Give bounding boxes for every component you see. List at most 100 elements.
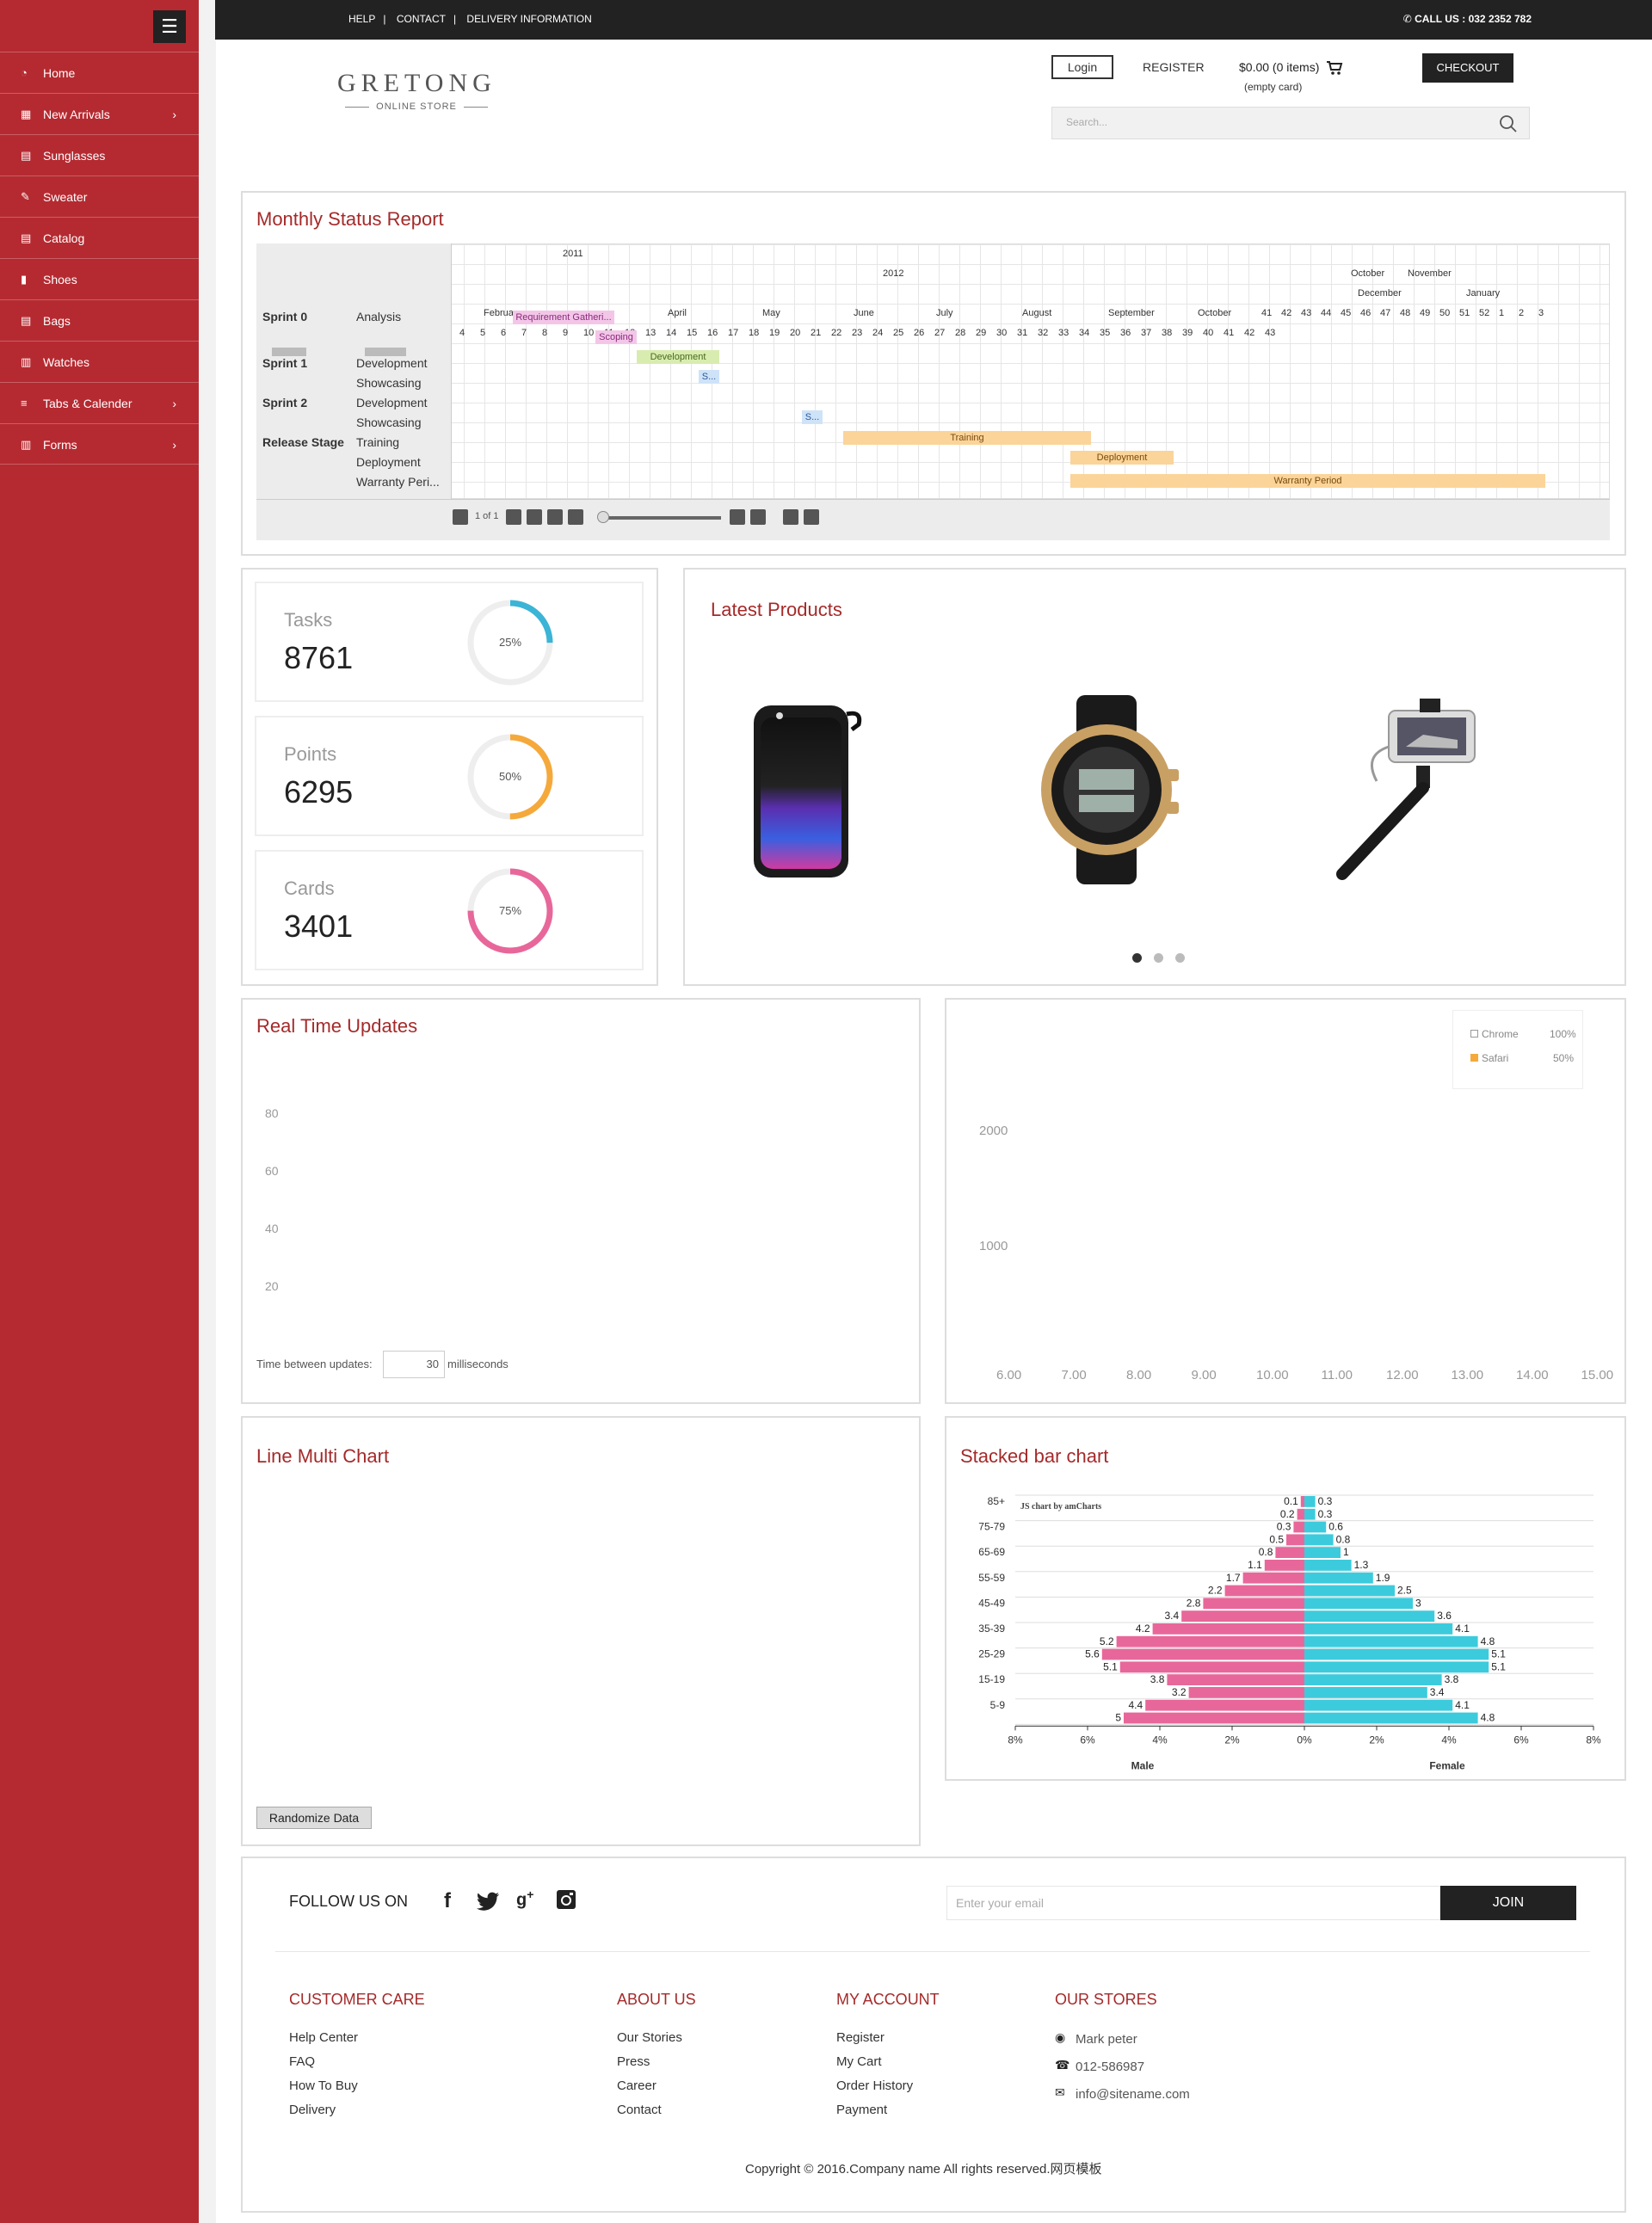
- category-label: 15-19: [978, 1673, 1005, 1685]
- gantt-bar-deployment[interactable]: Deployment: [1070, 451, 1174, 465]
- gantt-bar-development[interactable]: Development: [637, 350, 719, 364]
- gantt-bar-s2[interactable]: S...: [802, 410, 823, 424]
- sidebar-item-bags[interactable]: ▤ Bags: [0, 299, 199, 341]
- twitter-icon[interactable]: [477, 1891, 501, 1912]
- y-tick: 2000: [979, 1124, 1008, 1138]
- gantt-control-button[interactable]: [750, 509, 766, 525]
- newsletter-email-input[interactable]: Enter your email: [946, 1886, 1440, 1920]
- instagram-icon[interactable]: [556, 1889, 576, 1910]
- sidebar-item-watches[interactable]: ▥ Watches: [0, 341, 199, 382]
- sidebar-item-label: Sweater: [43, 190, 88, 204]
- footer-link[interactable]: Career: [617, 2078, 656, 2093]
- sidebar-item-forms[interactable]: ▥ Forms ›: [0, 423, 199, 465]
- footer-link[interactable]: Contact: [617, 2103, 662, 2117]
- gantt-control-button[interactable]: [453, 509, 468, 525]
- gantt-zoom-slider[interactable]: [601, 516, 721, 520]
- update-interval-input[interactable]: 30: [383, 1351, 445, 1378]
- data-label: 0.2: [1280, 1508, 1295, 1520]
- footer-link[interactable]: Press: [617, 2054, 650, 2069]
- help-link[interactable]: HELP: [348, 13, 376, 25]
- gantt-bar-training[interactable]: Training: [843, 431, 1091, 445]
- store-info[interactable]: info@sitename.com: [1076, 2087, 1190, 2102]
- footer-link[interactable]: Order History: [836, 2078, 914, 2093]
- sidebar-item-sunglasses[interactable]: ▤ Sunglasses: [0, 134, 199, 176]
- gantt-control-button[interactable]: [568, 509, 583, 525]
- menu-toggle-icon[interactable]: ☰: [153, 10, 186, 43]
- gantt-control-button[interactable]: [506, 509, 521, 525]
- gantt-task-label[interactable]: Warranty Peri...: [356, 475, 440, 489]
- sidebar-item-sweater[interactable]: ✎ Sweater: [0, 176, 199, 217]
- gantt-task-label[interactable]: Analysis: [356, 310, 402, 323]
- x-tick: 14.00: [1516, 1368, 1549, 1382]
- sidebar-item-new-arrivals[interactable]: ▦ New Arrivals ›: [0, 93, 199, 134]
- contact-link[interactable]: CONTACT: [396, 13, 446, 25]
- google-plus-icon[interactable]: g+: [516, 1887, 534, 1910]
- sidebar-item-catalog[interactable]: ▤ Catalog: [0, 217, 199, 258]
- gantt-control-button[interactable]: [730, 509, 745, 525]
- checkout-button[interactable]: CHECKOUT: [1422, 53, 1513, 83]
- gantt-task-label[interactable]: Showcasing: [356, 416, 422, 429]
- footer-link[interactable]: Delivery: [289, 2103, 336, 2117]
- sidebar-item-label: Tabs & Calender: [43, 397, 133, 410]
- speaker-image[interactable]: [740, 695, 878, 884]
- footer-link[interactable]: Register: [836, 2030, 885, 2045]
- gantt-task-label[interactable]: Development: [356, 356, 428, 370]
- data-label: 4.2: [1136, 1623, 1150, 1635]
- search-box[interactable]: Search...: [1051, 107, 1530, 139]
- gantt-week: 41: [1261, 308, 1273, 318]
- gantt-control-button[interactable]: [804, 509, 819, 525]
- footer-link[interactable]: Our Stories: [617, 2030, 682, 2045]
- carousel-dots[interactable]: [1132, 951, 1197, 967]
- carousel-dot-2[interactable]: [1154, 953, 1163, 963]
- gantt-scrollbar[interactable]: [272, 348, 306, 356]
- watch-image[interactable]: [1029, 695, 1184, 884]
- gantt-scrollbar[interactable]: [365, 348, 406, 356]
- gantt-zoom-handle[interactable]: [597, 511, 609, 523]
- gantt-bar-warranty[interactable]: Warranty Period: [1070, 474, 1545, 488]
- gantt-control-button[interactable]: [547, 509, 563, 525]
- footer-link[interactable]: How To Buy: [289, 2078, 358, 2093]
- gantt-bar-s1[interactable]: S...: [699, 370, 719, 384]
- carousel-dot-1[interactable]: [1132, 953, 1142, 963]
- gantt-task-label[interactable]: Deployment: [356, 455, 421, 469]
- data-label: 5.2: [1100, 1635, 1114, 1647]
- randomize-data-button[interactable]: Randomize Data: [256, 1807, 372, 1829]
- sidebar-item-tabs-calender[interactable]: ≡ Tabs & Calender ›: [0, 382, 199, 423]
- login-button[interactable]: Login: [1051, 55, 1113, 79]
- gantt-task-label[interactable]: Training: [356, 435, 400, 449]
- gantt-task-label[interactable]: Development: [356, 396, 428, 410]
- gantt-week: 49: [1420, 308, 1431, 318]
- gantt-bar-scoping[interactable]: Scoping: [595, 330, 637, 344]
- join-button[interactable]: JOIN: [1440, 1886, 1576, 1920]
- facebook-icon[interactable]: f: [444, 1889, 451, 1912]
- sidebar-item-label: Catalog: [43, 231, 85, 245]
- gantt-group-label: Sprint 1: [262, 356, 308, 370]
- footer-link[interactable]: My Cart: [836, 2054, 882, 2069]
- sidebar-item-label: Bags: [43, 314, 71, 328]
- cart-summary[interactable]: $0.00 (0 items) (empty card): [1239, 60, 1343, 93]
- xy-legend: Chrome 100% Safari 50%: [1452, 1010, 1583, 1089]
- stat-card-tasks: Tasks 8761 25%: [255, 582, 644, 702]
- sidebar-item-home[interactable]: ◔ Home: [0, 52, 199, 93]
- carousel-dot-3[interactable]: [1175, 953, 1185, 963]
- footer-link[interactable]: FAQ: [289, 2054, 316, 2069]
- footer-link[interactable]: Payment: [836, 2103, 888, 2117]
- search-input[interactable]: Search...: [1066, 116, 1108, 128]
- gantt-chart[interactable]: [256, 243, 1610, 499]
- gantt-control-button[interactable]: [783, 509, 798, 525]
- gantt-task-label[interactable]: Showcasing: [356, 376, 422, 390]
- gantt-month: October: [1351, 268, 1385, 279]
- sidebar-item-shoes[interactable]: ▮ Shoes: [0, 258, 199, 299]
- gantt-week: 36: [1120, 328, 1131, 338]
- delivery-info-link[interactable]: DELIVERY INFORMATION: [466, 13, 592, 25]
- footer-link[interactable]: Help Center: [289, 2030, 359, 2045]
- register-link[interactable]: REGISTER: [1143, 60, 1205, 74]
- gantt-control-button[interactable]: [527, 509, 542, 525]
- selfie-stick-image[interactable]: [1316, 695, 1506, 893]
- gantt-bar-requirement[interactable]: Requirement Gatheri...: [513, 311, 614, 324]
- data-label: 1.7: [1226, 1572, 1241, 1584]
- logo[interactable]: GRETONG ONLINE STORE: [337, 69, 496, 112]
- chart-watermark[interactable]: JS chart by amCharts: [1020, 1502, 1101, 1512]
- search-icon[interactable]: [1498, 114, 1519, 134]
- gantt-week: 18: [749, 328, 760, 338]
